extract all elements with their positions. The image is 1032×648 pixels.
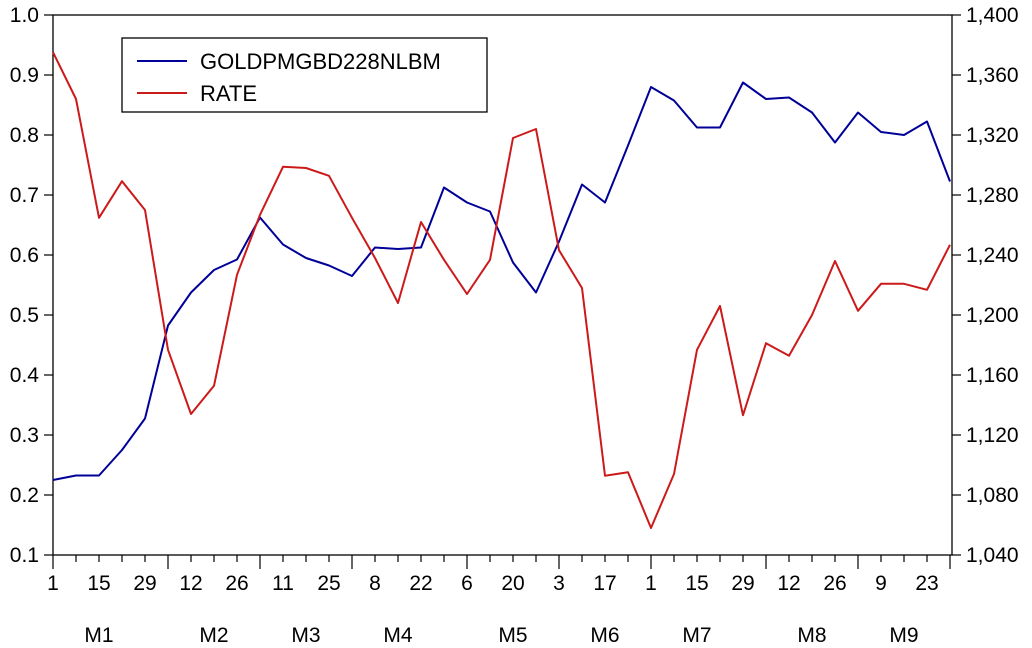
right-tick-label: 1,400	[966, 4, 1019, 27]
right-tick-label: 1,040	[966, 544, 1019, 567]
x-axis: 1 15 29 12 26 11 25 8 22 6 20 3 17 1 15 29 12 26 9 23 M1 M2 M3…	[47, 555, 951, 647]
x-tick-label: 17	[593, 572, 616, 595]
x-group-label: M6	[590, 624, 619, 647]
left-tick-label: 0.2	[10, 484, 39, 507]
x-tick-label: 9	[875, 572, 887, 595]
x-group-label: M3	[291, 624, 320, 647]
x-tick-label: 25	[317, 572, 340, 595]
left-tick-label: 0.3	[10, 424, 39, 447]
left-tick-label: 0.9	[10, 64, 39, 87]
left-tick-label: 0.6	[10, 244, 39, 267]
right-tick-label: 1,360	[966, 64, 1019, 87]
left-tick-label: 0.8	[10, 124, 39, 147]
plot-frame	[52, 14, 953, 556]
right-tick-label: 1,280	[966, 184, 1019, 207]
x-tick-label: 29	[731, 572, 754, 595]
x-group-label: M5	[498, 624, 527, 647]
x-tick-label: 3	[553, 572, 565, 595]
left-tick-label: 0.4	[10, 364, 40, 387]
left-tick-label: 0.1	[10, 544, 39, 567]
right-tick-label: 1,200	[966, 304, 1019, 327]
x-group-label: M8	[797, 624, 826, 647]
series-line-goldpmgbd228nlbm	[52, 81, 951, 481]
x-tick-label: 15	[685, 572, 708, 595]
legend-box	[121, 37, 488, 113]
left-y-axis: 0.1 0.2 0.3 0.4 0.5 0.6 0.7 0.8 0.9 1.0	[10, 4, 53, 567]
right-tick-label: 1,080	[966, 484, 1019, 507]
right-y-axis: 1,040 1,080 1,120 1,160 1,200 1,240 1,280 1,320…	[952, 4, 1019, 567]
legend-label-gold: GOLDPMGBD228NLBM	[200, 49, 441, 74]
x-tick-label: 26	[823, 572, 846, 595]
x-tick-label: 1	[47, 572, 59, 595]
legend: GOLDPMGBD228NLBM RATE	[121, 37, 488, 113]
x-group-label: M9	[889, 624, 918, 647]
x-tick-label: 11	[272, 572, 294, 595]
x-tick-label: 23	[915, 572, 938, 595]
x-tick-label: 15	[87, 572, 110, 595]
x-tick-label: 26	[225, 572, 248, 595]
left-tick-label: 0.5	[10, 304, 39, 327]
x-tick-label: 1	[645, 572, 657, 595]
right-tick-label: 1,320	[966, 124, 1019, 147]
x-group-label: M7	[682, 624, 711, 647]
x-group-label: M4	[383, 624, 412, 647]
left-tick-label: 0.7	[10, 184, 39, 207]
right-tick-label: 1,160	[966, 364, 1019, 387]
right-tick-label: 1,120	[966, 424, 1019, 447]
x-tick-label: 12	[179, 572, 202, 595]
series-line-rate	[52, 51, 951, 529]
x-tick-label: 29	[133, 572, 156, 595]
x-group-label: M1	[84, 624, 113, 647]
legend-label-rate: RATE	[200, 81, 257, 106]
right-tick-label: 1,240	[966, 244, 1019, 267]
left-tick-label: 1.0	[10, 4, 39, 27]
x-tick-label: 20	[501, 572, 524, 595]
x-group-label: M2	[199, 624, 228, 647]
x-tick-label: 22	[409, 572, 432, 595]
series-layer	[52, 51, 951, 529]
x-tick-label: 6	[461, 572, 473, 595]
x-tick-label: 8	[369, 572, 381, 595]
x-tick-label: 12	[777, 572, 800, 595]
